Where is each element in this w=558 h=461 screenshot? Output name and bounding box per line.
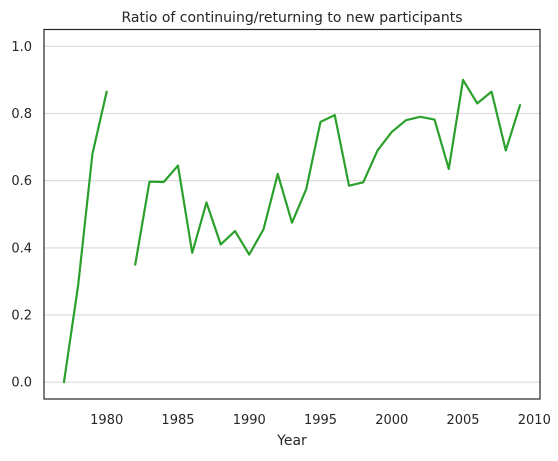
y-tick-label: 0.2 <box>11 309 32 324</box>
y-tick-labels: 0.0 0.2 0.4 0.6 0.8 1.0 <box>11 40 32 391</box>
gridlines <box>44 45 540 383</box>
y-tick-label: 0.0 <box>11 376 32 391</box>
x-tick-label: 1995 <box>304 413 337 428</box>
series-line-segment <box>134 78 522 266</box>
x-tick-label: 1980 <box>90 413 123 428</box>
chart-title: Ratio of continuing/returning to new par… <box>121 10 462 26</box>
x-tick-label: 1990 <box>233 413 266 428</box>
series-line-segment <box>62 90 108 384</box>
x-tick-label: 1985 <box>161 413 194 428</box>
x-axis-label: Year <box>276 433 307 449</box>
series-layer <box>62 78 522 384</box>
x-tick-label: 2005 <box>446 413 479 428</box>
plot-frame <box>43 28 541 400</box>
y-tick-label: 0.8 <box>11 107 32 122</box>
y-tick-label: 1.0 <box>11 40 32 55</box>
x-tick-label: 2010 <box>518 413 551 428</box>
y-tick-label: 0.6 <box>11 174 32 189</box>
x-tick-label: 2000 <box>375 413 408 428</box>
x-tick-labels: 1980 1985 1990 1995 2000 2005 2010 <box>90 413 551 428</box>
y-tick-label: 0.4 <box>11 241 32 256</box>
